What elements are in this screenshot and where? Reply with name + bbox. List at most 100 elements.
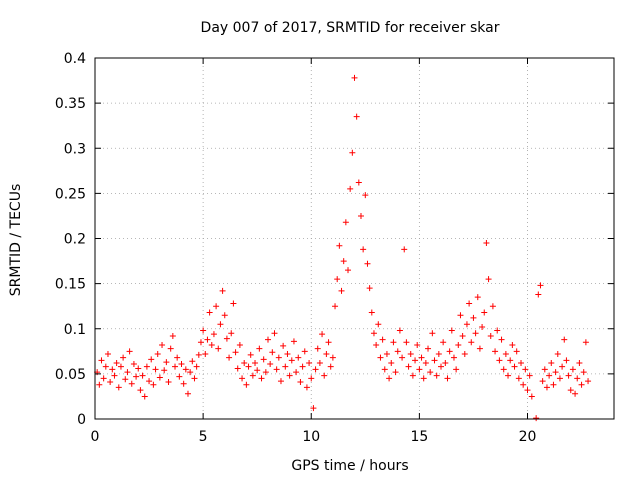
y-tick-label: 0 — [77, 412, 86, 428]
data-point — [334, 276, 341, 283]
data-point — [319, 331, 326, 338]
data-point — [325, 339, 332, 346]
data-point — [223, 335, 230, 342]
data-point — [461, 351, 468, 358]
data-point — [438, 363, 444, 370]
y-tick-label: 0.4 — [64, 51, 86, 67]
data-point — [126, 348, 133, 355]
data-point — [457, 312, 464, 319]
data-point — [109, 366, 116, 373]
data-point — [576, 360, 583, 367]
data-point — [191, 375, 198, 382]
data-point — [483, 240, 490, 247]
data-point — [189, 358, 196, 365]
data-point — [487, 332, 494, 339]
data-point — [327, 363, 334, 370]
data-point — [459, 332, 466, 339]
data-point — [578, 381, 585, 388]
x-tick-label: 5 — [199, 429, 208, 445]
y-tick-label: 0.3 — [64, 141, 86, 157]
y-tick-label: 0.1 — [64, 322, 86, 338]
data-point — [247, 351, 254, 358]
data-point — [448, 327, 455, 334]
data-point — [347, 185, 354, 192]
grid-layer — [95, 58, 614, 419]
data-point — [511, 363, 518, 370]
data-point — [258, 375, 265, 382]
data-point — [169, 332, 176, 339]
data-point — [494, 327, 501, 334]
data-point — [195, 351, 202, 358]
data-point — [472, 330, 479, 337]
data-point — [422, 360, 429, 367]
data-point — [524, 387, 531, 394]
data-point — [122, 376, 129, 383]
data-point — [373, 341, 380, 348]
data-point — [355, 179, 362, 186]
x-axis-title: GPS time / hours — [291, 458, 408, 474]
data-point — [409, 372, 416, 379]
data-point — [332, 303, 339, 310]
data-point — [375, 321, 382, 328]
data-point — [585, 378, 592, 385]
data-point — [210, 331, 217, 338]
data-point — [474, 294, 481, 301]
data-point — [303, 384, 310, 391]
data-point — [520, 381, 527, 388]
data-point — [381, 366, 388, 373]
data-point — [308, 375, 315, 382]
data-point — [444, 375, 451, 382]
data-point — [232, 349, 239, 356]
data-point — [280, 342, 287, 349]
data-point — [161, 367, 168, 374]
data-point — [197, 339, 204, 346]
tick-labels-layer: 0 5 10 15 20 0 0.05 0.1 0.15 0.2 0.25 0.3 0.35 0.4 — [55, 51, 537, 445]
data-point — [226, 354, 233, 361]
y-tick-label: 0.35 — [55, 96, 86, 112]
data-point — [117, 363, 124, 370]
data-point — [528, 393, 535, 400]
data-point — [184, 390, 191, 397]
data-point — [539, 378, 546, 385]
data-point — [429, 330, 436, 337]
data-point — [104, 351, 111, 358]
data-point — [513, 348, 520, 355]
data-point — [569, 366, 576, 373]
data-point — [120, 354, 127, 361]
data-point — [310, 405, 317, 412]
data-point — [450, 354, 457, 361]
data-point — [565, 372, 572, 379]
data-point — [239, 375, 246, 382]
data-point — [468, 339, 475, 346]
y-tick-label: 0.25 — [55, 186, 86, 202]
data-point — [386, 375, 393, 382]
data-point — [582, 339, 589, 346]
data-point — [342, 219, 349, 226]
data-point — [446, 348, 453, 355]
data-point — [293, 369, 300, 376]
data-point — [130, 360, 137, 367]
data-point — [364, 260, 371, 267]
data-point — [479, 323, 486, 330]
data-point — [150, 381, 157, 388]
data-point — [208, 341, 215, 348]
data-point — [297, 378, 304, 385]
x-tick-label: 15 — [410, 429, 428, 445]
data-point — [236, 341, 243, 348]
data-point — [241, 360, 248, 367]
data-point — [133, 373, 140, 380]
data-point — [561, 336, 568, 343]
data-point — [267, 360, 274, 367]
data-point — [466, 300, 473, 307]
data-point — [470, 314, 477, 321]
data-point — [113, 360, 120, 367]
data-point — [515, 375, 522, 382]
data-point — [265, 336, 271, 343]
data-point — [427, 369, 434, 376]
data-point — [273, 366, 280, 373]
data-point — [360, 246, 367, 253]
data-point — [143, 363, 150, 370]
data-point — [567, 387, 574, 394]
data-point — [200, 327, 207, 334]
data-point — [554, 351, 561, 358]
